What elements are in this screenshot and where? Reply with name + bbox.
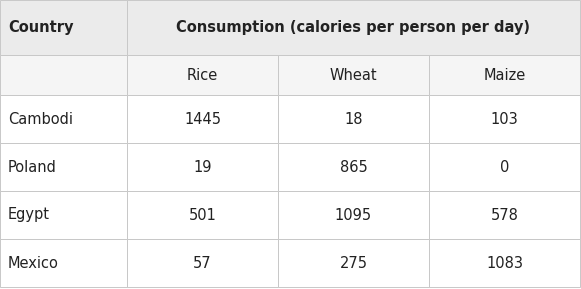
Text: 19: 19 <box>193 160 211 175</box>
Bar <box>429 143 580 191</box>
Text: 1445: 1445 <box>184 112 221 127</box>
Text: Country: Country <box>8 20 74 35</box>
Bar <box>429 55 580 95</box>
Bar <box>278 143 429 191</box>
Text: Cambodi: Cambodi <box>8 112 73 127</box>
Bar <box>0 95 127 143</box>
Bar <box>429 191 580 239</box>
Text: 578: 578 <box>490 208 518 223</box>
Bar <box>278 191 429 239</box>
Text: Consumption (calories per person per day): Consumption (calories per person per day… <box>177 20 530 35</box>
Text: Egypt: Egypt <box>8 208 50 223</box>
Bar <box>127 143 278 191</box>
Bar <box>429 239 580 287</box>
Text: Mexico: Mexico <box>8 255 59 271</box>
Text: 18: 18 <box>345 112 363 127</box>
Bar <box>0 55 127 95</box>
Text: 1083: 1083 <box>486 255 523 271</box>
Bar <box>127 95 278 143</box>
Bar <box>0 191 127 239</box>
Text: Poland: Poland <box>8 160 57 175</box>
Bar <box>127 191 278 239</box>
Text: 275: 275 <box>339 255 368 271</box>
Bar <box>127 0 580 55</box>
Text: Maize: Maize <box>483 68 526 82</box>
Bar <box>0 0 127 55</box>
Text: 501: 501 <box>189 208 217 223</box>
Bar <box>429 95 580 143</box>
Bar <box>278 239 429 287</box>
Bar <box>0 143 127 191</box>
Bar <box>127 239 278 287</box>
Text: 865: 865 <box>340 160 367 175</box>
Text: 1095: 1095 <box>335 208 372 223</box>
Text: 57: 57 <box>193 255 212 271</box>
Bar <box>278 95 429 143</box>
Bar <box>278 55 429 95</box>
Text: Wheat: Wheat <box>329 68 377 82</box>
Text: Rice: Rice <box>187 68 218 82</box>
Text: 0: 0 <box>500 160 509 175</box>
Text: 103: 103 <box>490 112 518 127</box>
Bar <box>0 239 127 287</box>
Bar <box>127 55 278 95</box>
